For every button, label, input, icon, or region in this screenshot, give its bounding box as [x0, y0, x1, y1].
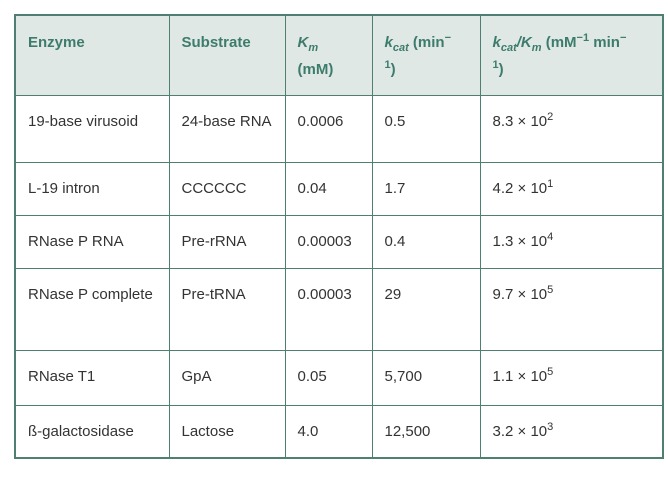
cell-kcat: 1.7 — [371, 161, 481, 216]
cell-ratio: 1.1 × 105 — [479, 349, 664, 406]
cell-substrate: Pre-rRNA — [168, 214, 286, 269]
cell-kcat: 0.5 — [371, 94, 481, 163]
cell-substrate: Pre-tRNA — [168, 267, 286, 351]
cell-substrate: 24-base RNA — [168, 94, 286, 163]
cell-ratio: 8.3 × 102 — [479, 94, 664, 163]
cell-enzyme: RNase P RNA — [14, 214, 170, 269]
cell-enzyme: RNase P complete — [14, 267, 170, 351]
cell-ratio: 9.7 × 105 — [479, 267, 664, 351]
header-kcat-over-km: kcat/Km (mM−1 min− 1) — [479, 14, 664, 96]
cell-ratio: 3.2 × 103 — [479, 404, 664, 459]
cell-km: 4.0 — [284, 404, 373, 459]
cell-km: 0.04 — [284, 161, 373, 216]
cell-km: 0.00003 — [284, 267, 373, 351]
header-km: Km (mM) — [284, 14, 373, 96]
table-row: RNase P complete Pre-tRNA 0.00003 29 9.7… — [14, 267, 664, 351]
cell-ratio: 4.2 × 101 — [479, 161, 664, 216]
cell-enzyme: ß-galactosidase — [14, 404, 170, 459]
cell-kcat: 29 — [371, 267, 481, 351]
cell-enzyme: RNase T1 — [14, 349, 170, 406]
cell-km: 0.00003 — [284, 214, 373, 269]
table-row: RNase T1 GpA 0.05 5,700 1.1 × 105 — [14, 349, 664, 406]
header-kcat: kcat (min− 1) — [371, 14, 481, 96]
header-enzyme: Enzyme — [14, 14, 170, 96]
cell-ratio: 1.3 × 104 — [479, 214, 664, 269]
cell-enzyme: L-19 intron — [14, 161, 170, 216]
cell-km: 0.05 — [284, 349, 373, 406]
cell-substrate: Lactose — [168, 404, 286, 459]
table-header-row: Enzyme Substrate Km (mM) kcat (min− 1) kca… — [14, 14, 664, 96]
cell-km: 0.0006 — [284, 94, 373, 163]
table-row: ß-galactosidase Lactose 4.0 12,500 3.2 ×… — [14, 404, 664, 459]
cell-kcat: 0.4 — [371, 214, 481, 269]
table-row: L-19 intron CCCCCC 0.04 1.7 4.2 × 101 — [14, 161, 664, 216]
cell-substrate: GpA — [168, 349, 286, 406]
cell-kcat: 5,700 — [371, 349, 481, 406]
cell-substrate: CCCCCC — [168, 161, 286, 216]
cell-enzyme: 19-base virusoid — [14, 94, 170, 163]
table-row: RNase P RNA Pre-rRNA 0.00003 0.4 1.3 × 1… — [14, 214, 664, 269]
table-row: 19-base virusoid 24-base RNA 0.0006 0.5 … — [14, 94, 664, 163]
enzyme-kinetics-table: Enzyme Substrate Km (mM) kcat (min− 1) kca… — [14, 14, 664, 459]
enzyme-kinetics-table-container: Enzyme Substrate Km (mM) kcat (min− 1) kca… — [14, 14, 664, 459]
cell-kcat: 12,500 — [371, 404, 481, 459]
header-substrate: Substrate — [168, 14, 286, 96]
